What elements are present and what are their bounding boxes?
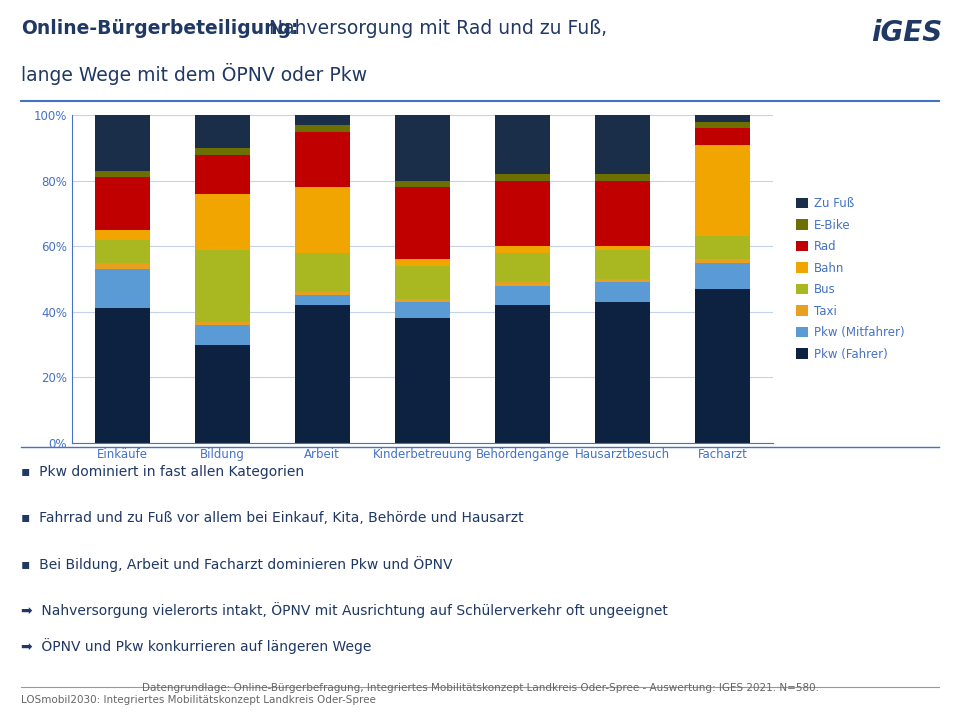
Bar — [94, 230, 150, 240]
Bar — [695, 263, 751, 289]
Text: ▪  Fahrrad und zu Fuß vor allem bei Einkauf, Kita, Behörde und Hausarzt: ▪ Fahrrad und zu Fuß vor allem bei Einka… — [21, 510, 524, 525]
Bar — [595, 246, 650, 250]
Bar — [94, 263, 150, 269]
Bar — [595, 174, 650, 181]
Bar — [695, 145, 751, 236]
Bar — [295, 187, 349, 253]
Bar — [295, 295, 349, 305]
Bar — [295, 132, 349, 187]
Text: ➡  ÖPNV und Pkw konkurrieren auf längeren Wege: ➡ ÖPNV und Pkw konkurrieren auf längeren… — [21, 638, 372, 654]
Bar — [695, 122, 751, 128]
Bar — [195, 194, 250, 250]
Bar — [94, 171, 150, 177]
Bar — [295, 125, 349, 132]
Bar — [695, 289, 751, 443]
Bar — [595, 282, 650, 302]
Bar — [595, 250, 650, 279]
Bar — [395, 318, 450, 443]
Text: Datengrundlage: Online-Bürgerbefragung, Integriertes Mobilitätskonzept Landkreis: Datengrundlage: Online-Bürgerbefragung, … — [141, 683, 819, 693]
Bar — [94, 269, 150, 308]
Text: iGES: iGES — [872, 19, 943, 47]
Bar — [395, 181, 450, 187]
Bar — [395, 115, 450, 181]
Bar — [195, 322, 250, 325]
Bar — [695, 128, 751, 145]
Bar — [395, 302, 450, 318]
Bar — [495, 246, 550, 253]
Bar — [195, 148, 250, 155]
Bar — [195, 250, 250, 322]
Bar — [695, 236, 751, 259]
Bar — [595, 279, 650, 282]
Bar — [295, 292, 349, 295]
Bar — [495, 282, 550, 286]
Text: lange Wege mit dem ÖPNV oder Pkw: lange Wege mit dem ÖPNV oder Pkw — [21, 63, 368, 85]
Bar — [94, 115, 150, 171]
Bar — [495, 253, 550, 282]
Bar — [495, 174, 550, 181]
Bar — [395, 266, 450, 299]
Bar — [295, 115, 349, 125]
Bar — [94, 177, 150, 230]
Bar — [195, 344, 250, 443]
Text: LOSmobil2030: Integriertes Mobilitätskonzept Landkreis Oder-Spree: LOSmobil2030: Integriertes Mobilitätskon… — [21, 695, 376, 705]
Bar — [495, 286, 550, 305]
Bar — [295, 253, 349, 292]
Bar — [695, 115, 751, 122]
Text: ▪  Bei Bildung, Arbeit und Facharzt dominieren Pkw und ÖPNV: ▪ Bei Bildung, Arbeit und Facharzt domin… — [21, 557, 452, 572]
Text: Nahversorgung mit Rad und zu Fuß,: Nahversorgung mit Rad und zu Fuß, — [263, 19, 607, 37]
Bar — [595, 302, 650, 443]
Bar — [395, 259, 450, 266]
Bar — [94, 240, 150, 263]
Bar — [195, 155, 250, 194]
Bar — [495, 305, 550, 443]
Legend: Zu Fuß, E-Bike, Rad, Bahn, Bus, Taxi, Pkw (Mitfahrer), Pkw (Fahrer): Zu Fuß, E-Bike, Rad, Bahn, Bus, Taxi, Pk… — [793, 194, 908, 364]
Bar — [395, 299, 450, 302]
Bar — [595, 115, 650, 174]
Bar — [695, 259, 751, 263]
Bar — [595, 181, 650, 246]
Bar — [495, 115, 550, 174]
Text: ➡  Nahversorgung vielerorts intakt, ÖPNV mit Ausrichtung auf Schülerverkehr oft : ➡ Nahversorgung vielerorts intakt, ÖPNV … — [21, 602, 668, 618]
Bar — [195, 115, 250, 148]
Text: ▪  Pkw dominiert in fast allen Kategorien: ▪ Pkw dominiert in fast allen Kategorien — [21, 465, 304, 479]
Bar — [94, 308, 150, 443]
Bar — [295, 305, 349, 443]
Bar — [395, 187, 450, 259]
Bar — [195, 325, 250, 344]
Bar — [495, 181, 550, 246]
Text: Online-Bürgerbeteiligung:: Online-Bürgerbeteiligung: — [21, 19, 299, 37]
